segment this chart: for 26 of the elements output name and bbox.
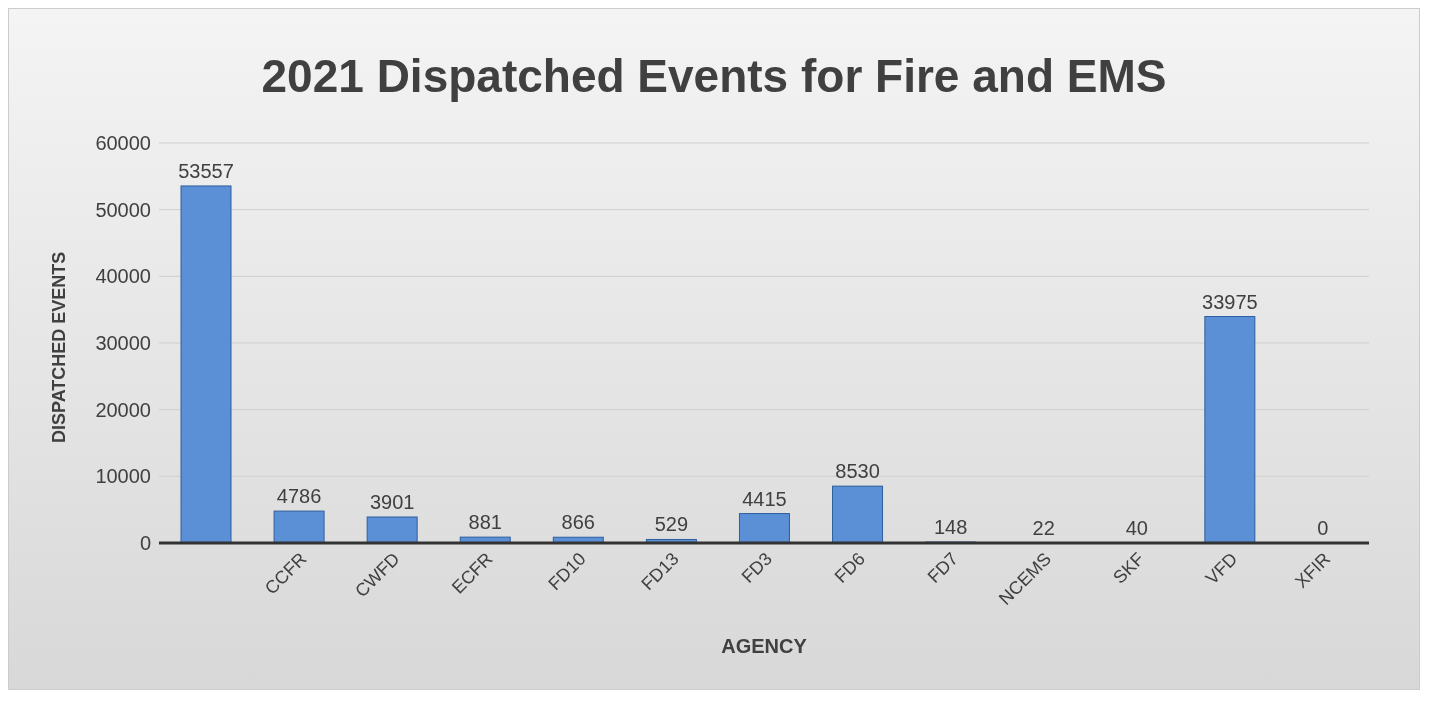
y-tick-label: 0 — [139, 532, 151, 555]
data-label: 22 — [1032, 516, 1055, 539]
data-label: 3901 — [369, 490, 415, 513]
x-tick-label: VFD — [1201, 548, 1242, 589]
y-tick-label: 60000 — [95, 132, 151, 155]
y-tick-label: 10000 — [95, 465, 151, 488]
data-label: 8530 — [835, 460, 880, 483]
x-axis-title: AGENCY — [721, 635, 808, 657]
x-tick-label: FD6 — [830, 548, 869, 587]
data-label: 148 — [933, 516, 968, 539]
y-tick-label: 30000 — [95, 332, 151, 355]
data-label: 0 — [1317, 517, 1329, 539]
data-label: 866 — [561, 511, 595, 534]
x-tick-label: FD3 — [737, 548, 776, 587]
data-label: 529 — [654, 513, 689, 536]
data-label: 4786 — [276, 485, 322, 508]
data-label: 53557 — [178, 159, 234, 182]
y-tick-label: 50000 — [95, 198, 151, 221]
data-label: 33975 — [1202, 290, 1258, 313]
data-label: 4415 — [742, 487, 787, 510]
data-label: 881 — [468, 511, 502, 534]
y-axis-title: DISPATCHED EVENTS — [49, 251, 70, 443]
data-label: 40 — [1125, 516, 1148, 539]
y-tick-label: 20000 — [95, 398, 151, 421]
y-tick-label: 40000 — [95, 265, 151, 288]
chart-title: 2021 Dispatched Events for Fire and EMS — [260, 49, 1168, 103]
